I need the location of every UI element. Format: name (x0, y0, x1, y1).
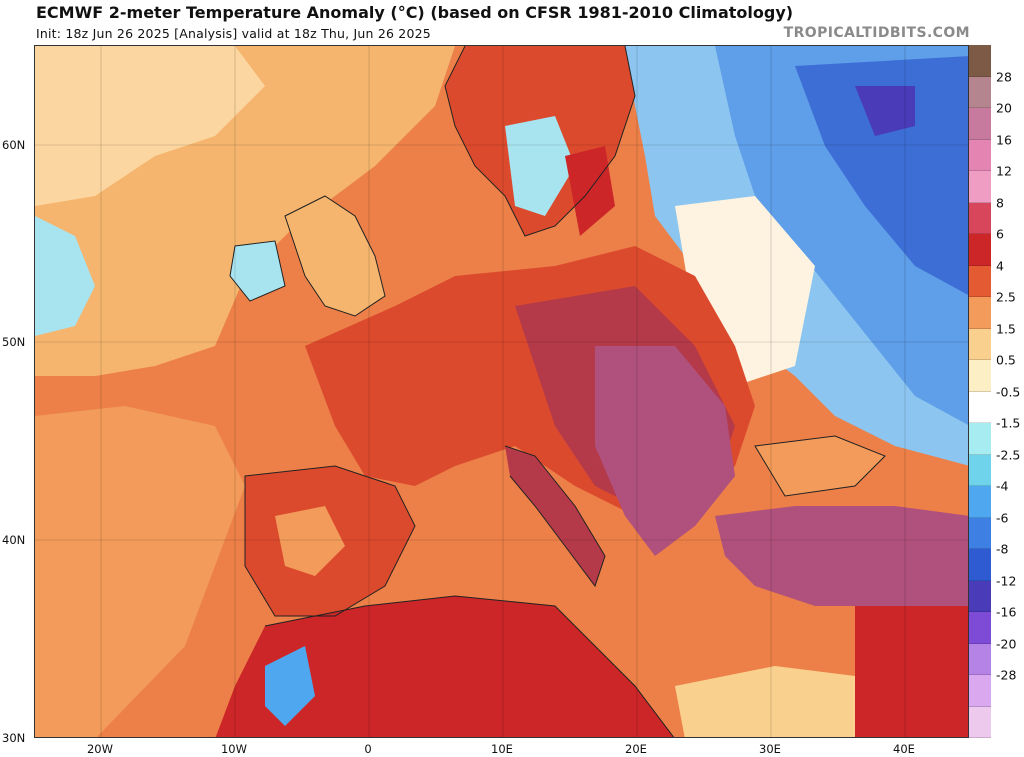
colorbar-swatch (969, 675, 991, 707)
colorbar-label: 4 (996, 258, 1004, 273)
colorbar-swatch (969, 234, 991, 266)
sweden-hot (565, 146, 615, 236)
chart-subtitle: Init: 18z Jun 26 2025 [Analysis] valid a… (36, 26, 431, 41)
ireland (230, 241, 285, 301)
russia-coldest-spot (855, 86, 915, 136)
brand-watermark: TROPICALTIDBITS.COM (783, 25, 970, 41)
colorbar-label: 12 (996, 163, 1012, 179)
colorbar-swatch (969, 360, 991, 392)
middle-east-hot (855, 606, 968, 737)
coastlines (229, 46, 886, 737)
iberia-interior (275, 506, 345, 576)
lat-label-50n: 50N (2, 335, 26, 349)
colorbar-label: -20 (996, 636, 1017, 651)
colorbar-swatch (969, 454, 991, 486)
colorbar-swatch (969, 391, 991, 423)
russia-colder (795, 56, 968, 295)
colorbar-swatch (969, 328, 991, 360)
colorbar-label: -4 (996, 478, 1009, 494)
colorbar-label: -28 (996, 667, 1017, 683)
chart-title: ECMWF 2-meter Temperature Anomaly (°C) (… (36, 3, 794, 22)
scandinavia-cool-patch (505, 116, 575, 216)
lon-label-40e: 40E (893, 742, 915, 756)
lon-label-30e: 30E (759, 742, 781, 756)
colorbar-label: -6 (996, 510, 1009, 525)
colorbar-swatch (969, 171, 991, 203)
colorbar-label: 1.5 (996, 321, 1016, 336)
colorbar-label: 16 (996, 132, 1012, 147)
colorbar-label: -1.5 (996, 415, 1021, 431)
lat-label-60n: 60N (2, 138, 26, 152)
colorbar-label: -16 (996, 604, 1017, 620)
colorbar-label: -8 (996, 541, 1009, 557)
colorbar: 28 20 16 12 8 6 4 2.5 1.5 0.5 -0.5 -1.5 -2.5 -4 -6 -8 -1… (969, 45, 1024, 738)
anomaly-map (34, 45, 969, 738)
turkey-very-hot (715, 506, 968, 606)
colorbar-swatch (969, 297, 991, 329)
colorbar-label: 2.5 (996, 289, 1016, 305)
colorbar-label: 28 (996, 69, 1012, 84)
colorbar-label: 6 (996, 226, 1004, 242)
colorbar-swatch (969, 517, 991, 549)
atlas-cool-patch (265, 646, 315, 726)
colorbar-label: -0.5 (996, 384, 1021, 399)
lon-label-0: 0 (364, 742, 372, 756)
colorbar-swatch (969, 580, 991, 612)
colorbar-swatch (969, 108, 991, 140)
colorbar-swatch (969, 549, 991, 581)
lon-label-10w: 10W (220, 742, 248, 756)
colorbar-label: 8 (996, 195, 1004, 210)
colorbar-swatch (969, 139, 991, 171)
atlantic-cool-patch (35, 216, 95, 336)
south-atlantic-region (35, 406, 245, 737)
lon-label-20w: 20W (86, 742, 114, 756)
graticule (35, 46, 968, 737)
colorbar-swatch (969, 486, 991, 518)
colorbar-swatch (969, 643, 991, 675)
north-africa-hot (215, 596, 674, 737)
lon-label-20e: 20E (625, 742, 647, 756)
north-atlantic-pale (35, 46, 265, 206)
italy (505, 446, 605, 586)
colorbar-swatch (969, 265, 991, 297)
colorbar-swatch (969, 423, 991, 455)
colorbar-swatch (969, 45, 991, 77)
lat-label-30n: 30N (2, 731, 26, 745)
colorbar-label: -2.5 (996, 447, 1021, 462)
colorbar-swatch (969, 706, 991, 738)
lon-label-10e: 10E (491, 742, 513, 756)
colorbar-label: 0.5 (996, 352, 1016, 368)
balkans-very-hot (595, 346, 735, 556)
colorbar-label: 20 (996, 100, 1012, 116)
colorbar-swatch (969, 76, 991, 108)
colorbar-swatch (969, 202, 991, 234)
black-sea (755, 436, 885, 496)
egypt-mild (675, 666, 855, 737)
colorbar-label: -12 (996, 573, 1017, 588)
colorbar-swatch (969, 612, 991, 644)
lat-label-40n: 40N (2, 533, 26, 547)
